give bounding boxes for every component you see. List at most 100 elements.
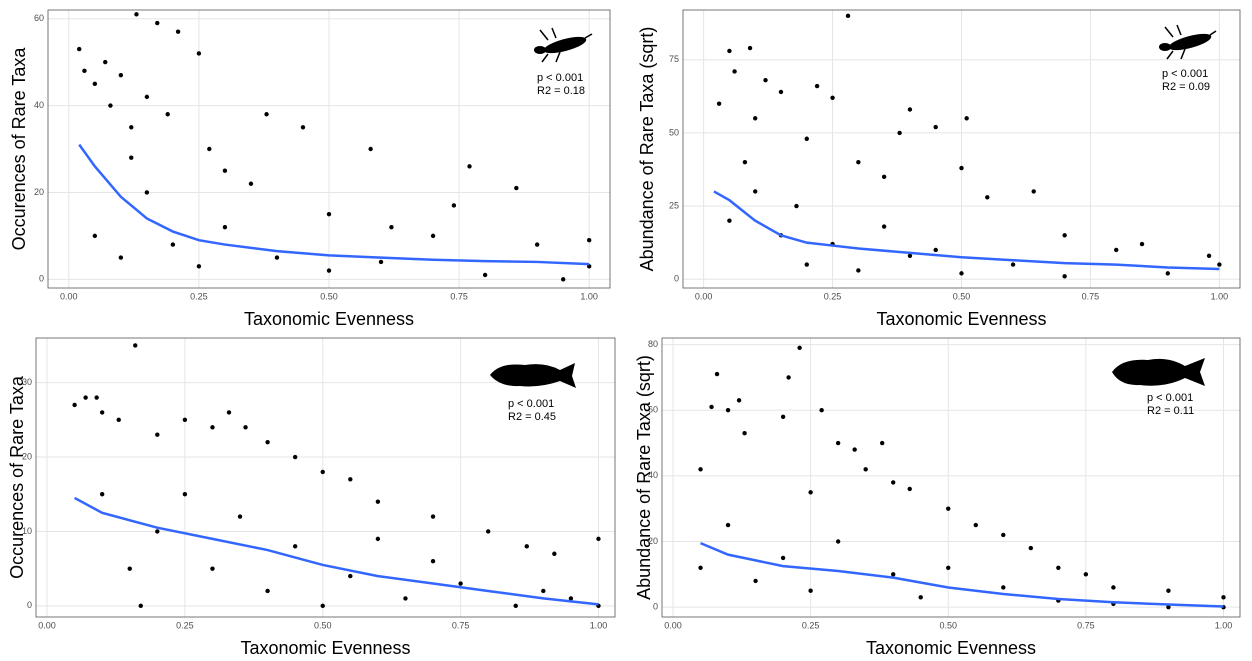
x-tick-label: 1.00 [1211, 291, 1229, 301]
point [736, 398, 742, 403]
annotation: R2 = 0.11 [1147, 405, 1194, 417]
point [72, 402, 77, 408]
point [222, 224, 228, 230]
plot-border [35, 337, 616, 618]
point [170, 242, 176, 247]
plot-border [661, 337, 1241, 618]
point [907, 486, 912, 492]
point [451, 203, 457, 208]
panel: 0.00 0.25 0.50 0.75 1.00 0 10 20 30 Taxonomic Eve… [7, 337, 616, 658]
point [210, 425, 215, 430]
point [83, 395, 88, 400]
point [155, 20, 160, 26]
point [753, 189, 758, 194]
point [1062, 274, 1067, 279]
point [794, 203, 799, 209]
point [881, 224, 887, 229]
point [881, 174, 887, 179]
annotation: R2 = 0.45 [508, 411, 556, 423]
point [714, 371, 720, 377]
point [458, 581, 463, 586]
x-tick-label: 1.00 [580, 291, 598, 301]
point [196, 51, 202, 56]
x-tick-label: 0.00 [38, 620, 56, 630]
point [99, 492, 105, 497]
point [845, 13, 851, 19]
point [524, 544, 529, 549]
point [226, 410, 232, 415]
point [830, 95, 835, 100]
x-tick-label: 0.00 [664, 620, 682, 630]
point [835, 539, 841, 544]
y-axis-label: Occurences of Rare Taxa [9, 47, 29, 251]
x-tick-label: 0.25 [176, 620, 194, 630]
point [94, 395, 99, 400]
point [753, 116, 758, 121]
point [1010, 262, 1016, 267]
point [933, 247, 938, 253]
point [144, 190, 150, 195]
point [265, 439, 270, 445]
point [129, 125, 134, 130]
point [430, 514, 436, 519]
point [863, 467, 868, 472]
point [118, 72, 124, 78]
y-axis-label: Abundance of Rare Taxa (sqrt) [637, 27, 657, 272]
point [207, 146, 212, 152]
point [819, 408, 824, 413]
x-tick-label: 0.00 [60, 291, 78, 301]
point [946, 506, 951, 511]
point [835, 440, 841, 446]
point [99, 410, 105, 415]
point [375, 499, 381, 504]
point [138, 603, 143, 609]
point [725, 522, 731, 528]
point [747, 45, 753, 51]
y-tick-label: 0 [27, 600, 32, 610]
point [716, 101, 722, 106]
point [485, 529, 491, 534]
point [292, 544, 298, 549]
point [264, 112, 269, 117]
point [1001, 532, 1006, 538]
point [403, 596, 408, 601]
point [430, 233, 436, 239]
point [586, 238, 592, 243]
point [725, 408, 731, 413]
x-tick-label: 0.50 [939, 620, 957, 630]
annotation: R2 = 0.09 [1162, 81, 1210, 93]
point [326, 268, 332, 273]
point [155, 529, 160, 534]
y-tick-label: 0 [39, 274, 44, 284]
point [804, 136, 809, 141]
point [118, 255, 124, 260]
point [560, 277, 566, 282]
point [77, 46, 82, 52]
point [1111, 585, 1116, 590]
point [973, 522, 978, 528]
panel: 0.00 0.25 0.50 0.75 1.00 0 20 40 60 Taxonomic Eve… [9, 9, 611, 329]
point [727, 48, 732, 54]
point [1217, 262, 1222, 267]
point [103, 59, 108, 65]
point [243, 425, 248, 430]
point [985, 195, 990, 200]
point [1031, 189, 1036, 194]
x-tick-label: 0.75 [450, 291, 468, 301]
point [1165, 271, 1170, 276]
x-tick-label: 0.25 [824, 291, 842, 301]
y-tick-label: 10 [22, 526, 32, 536]
x-tick-label: 0.75 [452, 620, 470, 630]
y-tick-label: 40 [648, 470, 658, 480]
point [852, 447, 857, 452]
point [300, 125, 306, 130]
point [742, 430, 747, 436]
point [155, 432, 160, 437]
fit-line [74, 496, 599, 606]
point [82, 68, 87, 74]
point [959, 165, 964, 171]
point [933, 124, 938, 130]
y-tick-label: 25 [669, 200, 679, 210]
x-tick-label: 0.50 [320, 291, 338, 301]
point [326, 211, 332, 217]
